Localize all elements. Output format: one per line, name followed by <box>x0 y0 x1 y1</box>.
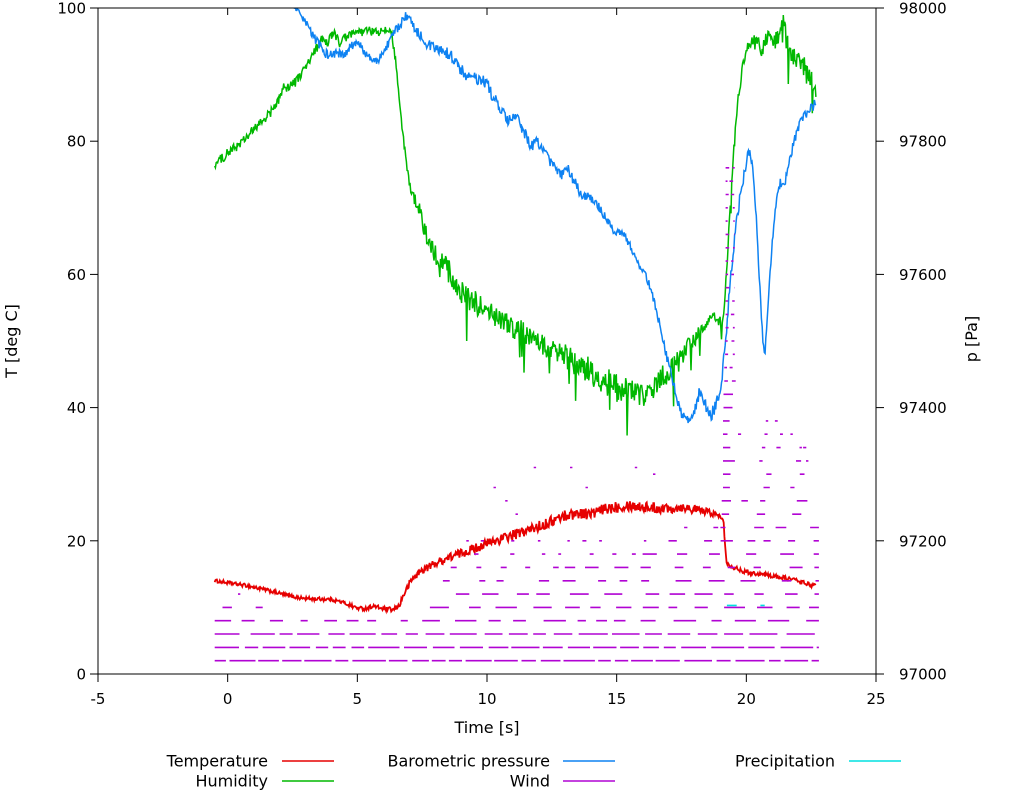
y-left-tick-label: 20 <box>67 532 86 550</box>
tick-marks <box>90 7 884 682</box>
x-axis-title: Time [s] <box>453 718 519 737</box>
y-left-axis-title: T [deg C] <box>2 304 21 379</box>
x-tick-label: -5 <box>91 690 106 708</box>
temperature-line <box>213 500 817 615</box>
x-tick-label: 15 <box>607 690 626 708</box>
y-right-tick-label: 97800 <box>899 133 947 151</box>
y-right-tick-label: 97600 <box>899 266 947 284</box>
barometric-pressure-line <box>293 8 817 424</box>
legend-label-precipitation: Precipitation <box>735 752 835 771</box>
wind-dots <box>493 420 809 515</box>
legend-label-wind: Wind <box>510 772 550 791</box>
x-tick-label: 0 <box>223 690 233 708</box>
humidity-line <box>214 14 817 436</box>
y-left-tick-label: 40 <box>67 399 86 417</box>
tick-labels: -5 0 5 10 15 20 25 0 20 40 60 80 100 97000 97200 97400 9… <box>2 0 981 737</box>
y-left-tick-label: 60 <box>67 266 86 284</box>
y-left-tick-label: 100 <box>57 0 86 18</box>
y-left-tick-label: 80 <box>67 133 86 151</box>
legend-label-humidity: Humidity <box>195 772 268 791</box>
x-tick-label: 25 <box>866 690 885 708</box>
plot-area <box>213 8 819 662</box>
x-tick-label: 10 <box>477 690 496 708</box>
y-right-axis-title: p [Pa] <box>962 316 981 362</box>
y-right-tick-label: 97400 <box>899 399 947 417</box>
legend-label-temperature: Temperature <box>166 752 268 771</box>
x-tick-label: 20 <box>737 690 756 708</box>
legend-label-barometric-pressure: Barometric pressure <box>387 752 550 771</box>
x-tick-label: 5 <box>353 690 363 708</box>
y-left-tick-label: 0 <box>76 666 86 684</box>
y-right-tick-label: 97200 <box>899 532 947 550</box>
y-right-tick-label: 98000 <box>899 0 947 18</box>
y-right-tick-label: 97000 <box>899 666 947 684</box>
